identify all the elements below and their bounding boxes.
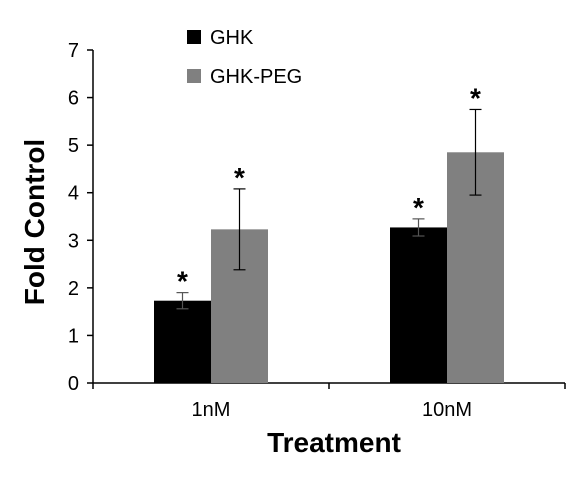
y-tick-label: 5 xyxy=(68,135,79,157)
y-tick-label: 7 xyxy=(68,40,79,62)
legend-label: GHK xyxy=(210,27,254,49)
y-tick-label: 4 xyxy=(68,183,79,205)
y-axis-title: Fold Control xyxy=(19,139,50,305)
x-tick-label: 1nM xyxy=(192,399,231,421)
significance-marker: * xyxy=(177,266,188,297)
x-tick-label: 10nM xyxy=(422,399,472,421)
legend-swatch xyxy=(187,30,201,44)
y-tick-label: 6 xyxy=(68,88,79,110)
bars: * * * * xyxy=(154,82,504,383)
x-axis-title: Treatment xyxy=(267,427,401,458)
y-tick-label: 1 xyxy=(68,325,79,347)
significance-marker: * xyxy=(413,192,424,223)
legend: GHK GHK-PEG xyxy=(187,27,302,88)
significance-marker: * xyxy=(470,82,481,113)
bar xyxy=(390,227,447,383)
legend-swatch xyxy=(187,69,201,83)
y-tick-label: 3 xyxy=(68,230,79,252)
y-tick-label: 2 xyxy=(68,278,79,300)
legend-label: GHK-PEG xyxy=(210,66,302,88)
significance-marker: * xyxy=(234,162,245,193)
y-tick-label: 0 xyxy=(68,373,79,395)
bar xyxy=(154,300,211,383)
